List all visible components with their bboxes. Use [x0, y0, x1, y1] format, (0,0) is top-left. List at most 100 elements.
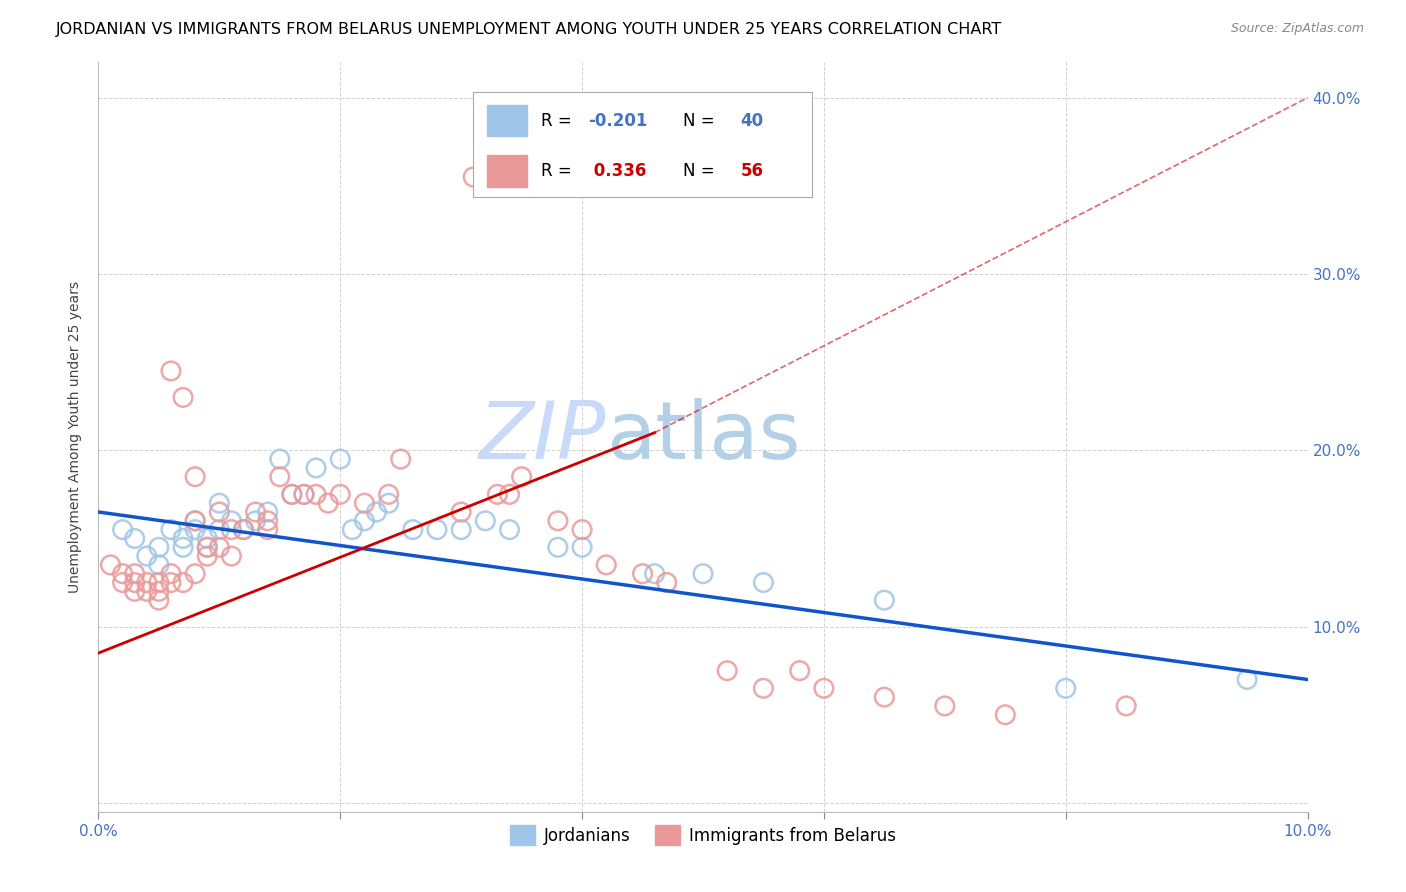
Point: [208, 496, 231, 510]
Point: [571, 541, 593, 555]
Point: [281, 487, 304, 501]
Point: [281, 487, 304, 501]
Point: [148, 584, 170, 599]
Point: [124, 575, 146, 590]
Point: [934, 698, 956, 713]
Point: [184, 469, 207, 483]
Point: [366, 505, 388, 519]
Legend: Jordanians, Immigrants from Belarus: Jordanians, Immigrants from Belarus: [503, 819, 903, 852]
Point: [426, 523, 449, 537]
Point: [256, 523, 278, 537]
Point: [450, 505, 472, 519]
Point: [377, 487, 399, 501]
Point: [510, 469, 533, 483]
Point: [124, 584, 146, 599]
Point: [160, 364, 183, 378]
Y-axis label: Unemployment Among Youth under 25 years: Unemployment Among Youth under 25 years: [69, 281, 83, 593]
Point: [377, 496, 399, 510]
Point: [292, 487, 315, 501]
Point: [184, 523, 207, 537]
Point: [245, 514, 267, 528]
Point: [342, 523, 364, 537]
Point: [232, 523, 254, 537]
Point: [1054, 681, 1077, 696]
Point: [221, 523, 243, 537]
Point: [994, 707, 1017, 722]
Point: [716, 664, 738, 678]
Point: [245, 505, 267, 519]
Point: [148, 575, 170, 590]
Point: [195, 541, 218, 555]
Point: [172, 541, 194, 555]
Point: [1115, 698, 1137, 713]
Point: [655, 575, 678, 590]
Point: [208, 505, 231, 519]
Point: [172, 532, 194, 546]
Point: [160, 523, 183, 537]
Point: [329, 487, 352, 501]
Point: [329, 452, 352, 467]
Text: JORDANIAN VS IMMIGRANTS FROM BELARUS UNEMPLOYMENT AMONG YOUTH UNDER 25 YEARS COR: JORDANIAN VS IMMIGRANTS FROM BELARUS UNE…: [56, 22, 1002, 37]
Point: [221, 514, 243, 528]
Point: [111, 575, 134, 590]
Point: [184, 514, 207, 528]
Point: [305, 487, 328, 501]
Point: [1236, 673, 1258, 687]
Point: [644, 566, 666, 581]
Point: [474, 514, 496, 528]
Point: [873, 593, 896, 607]
Point: [486, 487, 509, 501]
Point: [353, 514, 375, 528]
Point: [353, 496, 375, 510]
Point: [195, 541, 218, 555]
Point: [547, 514, 569, 528]
Point: [148, 541, 170, 555]
Point: [463, 169, 485, 184]
Point: [208, 523, 231, 537]
Point: [813, 681, 835, 696]
Point: [124, 566, 146, 581]
Point: [789, 664, 811, 678]
Point: [305, 461, 328, 475]
Point: [595, 558, 617, 572]
Point: [232, 523, 254, 537]
Point: [160, 566, 183, 581]
Point: [184, 514, 207, 528]
Point: [498, 523, 520, 537]
Point: [547, 541, 569, 555]
Point: [256, 505, 278, 519]
Point: [450, 523, 472, 537]
Point: [631, 566, 654, 581]
Point: [124, 532, 146, 546]
Point: [752, 575, 775, 590]
Point: [692, 566, 714, 581]
Point: [389, 452, 412, 467]
Point: [498, 487, 520, 501]
Point: [195, 532, 218, 546]
Point: [172, 575, 194, 590]
Point: [208, 541, 231, 555]
Point: [135, 584, 157, 599]
Point: [111, 523, 134, 537]
Point: [316, 496, 339, 510]
Text: ZIP: ZIP: [479, 398, 606, 476]
Point: [256, 514, 278, 528]
Point: [752, 681, 775, 696]
Point: [402, 523, 425, 537]
Point: [269, 452, 291, 467]
Point: [148, 593, 170, 607]
Point: [269, 469, 291, 483]
Point: [135, 549, 157, 563]
Point: [111, 566, 134, 581]
Text: Source: ZipAtlas.com: Source: ZipAtlas.com: [1230, 22, 1364, 36]
Point: [148, 558, 170, 572]
Point: [160, 575, 183, 590]
Point: [292, 487, 315, 501]
Point: [135, 575, 157, 590]
Point: [571, 523, 593, 537]
Text: atlas: atlas: [606, 398, 800, 476]
Point: [100, 558, 122, 572]
Point: [221, 549, 243, 563]
Point: [195, 549, 218, 563]
Point: [172, 391, 194, 405]
